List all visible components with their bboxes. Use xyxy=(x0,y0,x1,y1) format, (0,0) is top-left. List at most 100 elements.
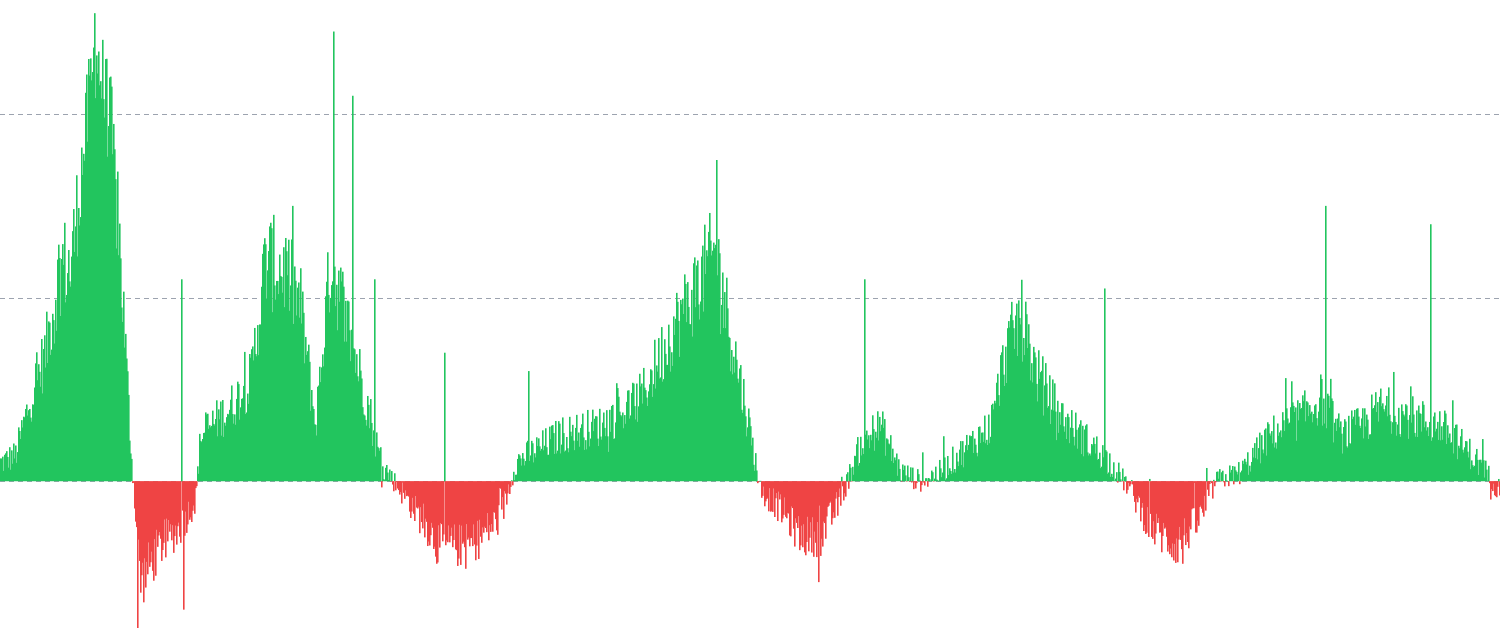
bar xyxy=(1182,481,1184,564)
bar xyxy=(458,481,460,559)
bar xyxy=(1104,288,1106,482)
bar xyxy=(700,301,702,482)
bar xyxy=(895,460,897,482)
bar xyxy=(1337,418,1339,482)
bar xyxy=(1190,481,1192,530)
bar xyxy=(1376,411,1378,482)
bar xyxy=(1444,410,1446,482)
bar xyxy=(778,481,780,492)
bar xyxy=(1340,421,1342,482)
bar xyxy=(1385,405,1387,482)
bar xyxy=(1374,405,1376,482)
bar xyxy=(1215,481,1217,483)
bar xyxy=(1430,224,1432,482)
bar xyxy=(1386,395,1388,482)
bar xyxy=(191,481,193,522)
bar xyxy=(230,399,232,482)
bar xyxy=(1252,447,1254,482)
bar xyxy=(14,458,16,482)
bar xyxy=(728,336,730,482)
bar xyxy=(810,481,812,523)
bar xyxy=(590,438,592,482)
bar xyxy=(1325,205,1327,482)
bar xyxy=(1461,428,1463,482)
bar xyxy=(862,448,864,482)
bar xyxy=(385,467,387,482)
bar xyxy=(551,425,553,482)
bar xyxy=(743,378,745,482)
bar xyxy=(596,416,598,482)
bar xyxy=(1362,408,1364,482)
bar xyxy=(1323,398,1325,482)
bar xyxy=(877,411,879,482)
bar xyxy=(130,453,132,482)
bar xyxy=(1108,472,1110,482)
bar xyxy=(239,419,241,482)
bar xyxy=(178,481,180,523)
bar xyxy=(1224,481,1226,487)
bar xyxy=(1059,412,1061,482)
bar xyxy=(454,481,456,525)
bar xyxy=(589,446,591,482)
bar xyxy=(15,445,17,482)
bar xyxy=(298,282,300,482)
bar xyxy=(583,437,585,482)
bar xyxy=(706,250,708,482)
bar xyxy=(117,171,119,482)
bar xyxy=(842,481,844,487)
bar xyxy=(1453,453,1455,482)
bar xyxy=(645,390,647,482)
bar xyxy=(988,414,990,482)
bar xyxy=(132,481,134,484)
bar xyxy=(1373,407,1375,482)
bar xyxy=(1406,405,1408,482)
bar xyxy=(1179,481,1181,527)
bar xyxy=(28,410,30,482)
bar xyxy=(1032,382,1034,482)
bar xyxy=(1023,337,1025,482)
bar xyxy=(815,481,817,543)
bar xyxy=(17,452,19,482)
bar xyxy=(1256,437,1258,482)
bar xyxy=(41,338,43,482)
bar xyxy=(68,250,70,482)
bar xyxy=(1175,481,1177,563)
bar xyxy=(216,400,218,482)
bar xyxy=(1483,460,1485,482)
bar xyxy=(1205,481,1207,511)
bar xyxy=(60,316,62,482)
bar xyxy=(499,481,501,488)
bar xyxy=(501,481,503,510)
bar xyxy=(876,437,878,482)
bar xyxy=(592,409,594,482)
bar xyxy=(655,388,657,482)
bar xyxy=(804,481,806,553)
bar xyxy=(1491,481,1493,490)
bar xyxy=(897,475,899,482)
bar xyxy=(459,481,461,525)
bar xyxy=(843,481,845,501)
bar xyxy=(150,481,152,563)
bar xyxy=(971,436,973,482)
bar xyxy=(740,365,742,482)
bar xyxy=(514,480,516,482)
bar xyxy=(875,431,877,482)
bar xyxy=(470,481,472,539)
bar xyxy=(99,85,101,482)
bar xyxy=(318,385,320,482)
bar xyxy=(3,470,5,482)
bar xyxy=(682,298,684,482)
bar xyxy=(86,74,88,482)
bar xyxy=(368,404,370,482)
bar xyxy=(382,466,384,482)
bar xyxy=(1342,453,1344,482)
bar xyxy=(812,481,814,518)
bar xyxy=(481,481,483,543)
bar xyxy=(247,393,249,482)
bar xyxy=(397,481,399,489)
bar xyxy=(139,481,141,561)
bar xyxy=(172,481,174,526)
bar xyxy=(648,391,650,482)
bar xyxy=(349,330,351,482)
bar xyxy=(776,481,778,493)
